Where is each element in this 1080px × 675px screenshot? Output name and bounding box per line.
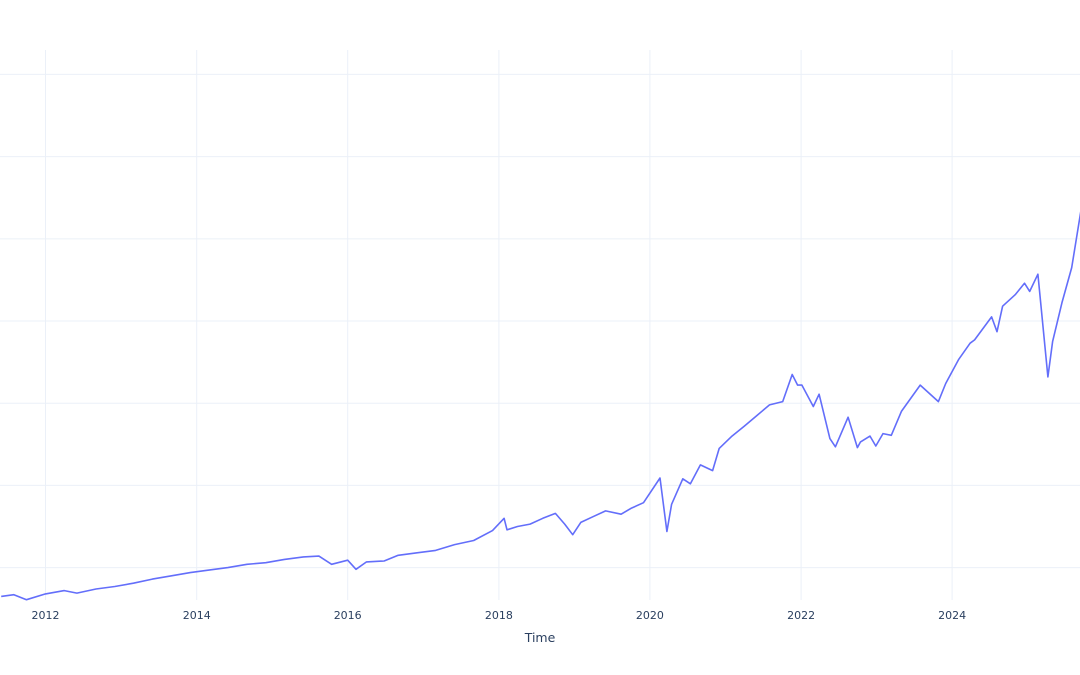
x-tick-label: 2018 <box>485 609 513 622</box>
gridlines <box>0 50 1080 600</box>
series-layer <box>1 211 1080 601</box>
x-tick-label: 2012 <box>32 609 60 622</box>
x-tick-label: 2022 <box>787 609 815 622</box>
series-line <box>1 211 1080 601</box>
x-tick-label: 2024 <box>938 609 966 622</box>
x-tick-label: 2020 <box>636 609 664 622</box>
x-tick-label: 2014 <box>183 609 211 622</box>
x-axis-ticks: 2012 2014 2016 2018 2020 2022 2024 <box>32 609 967 622</box>
x-tick-label: 2016 <box>334 609 362 622</box>
x-axis-title: Time <box>524 630 556 645</box>
